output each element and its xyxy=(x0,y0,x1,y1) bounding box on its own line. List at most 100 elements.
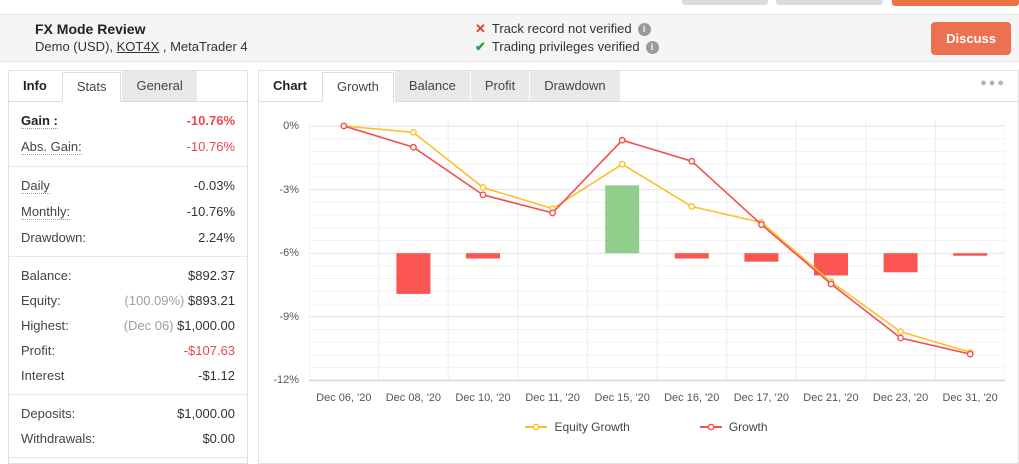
stat-label[interactable]: Gain : xyxy=(21,113,58,129)
divider xyxy=(9,457,247,458)
growth-point xyxy=(757,221,765,228)
y-tick-label: -9% xyxy=(279,310,299,323)
x-tick-label: Dec 15, '20 xyxy=(594,392,650,404)
profit-bar xyxy=(953,253,988,256)
stat-label: Deposits: xyxy=(21,406,76,421)
x-tick-label: Dec 17, '20 xyxy=(733,392,790,404)
legend-label: Equity Growth xyxy=(554,420,630,434)
growth-chart[interactable]: 0% -3% -6% -9% -12% xyxy=(273,118,1008,389)
stat-row: Abs. Gain: -10.76% xyxy=(9,134,247,160)
stat-value: -$107.63 xyxy=(183,343,235,358)
x-tick-label: Dec 11, '20 xyxy=(525,392,580,404)
y-tick-label: -3% xyxy=(279,183,299,196)
stat-label[interactable]: Daily xyxy=(21,178,50,194)
track-record-row: ✕ Track record not verified i xyxy=(475,20,931,38)
sidebar-tabs: Info Stats General xyxy=(9,71,247,102)
stat-value: -10.76% xyxy=(186,139,235,154)
stat-value: (100.09%) $893.21 xyxy=(124,293,235,308)
stat-row: Daily -0.03% xyxy=(9,173,247,199)
stat-row: Highest: (Dec 06) $1,000.00 xyxy=(9,313,247,338)
info-icon[interactable]: i xyxy=(637,22,651,36)
stat-value: -10.76% xyxy=(186,204,235,219)
stat-row: Profit: -$107.63 xyxy=(9,338,247,363)
stat-row: Equity: (100.09%) $893.21 xyxy=(9,288,247,313)
sidebar-tab-general[interactable]: General xyxy=(122,71,197,101)
stat-row: Balance: $892.37 xyxy=(9,263,247,288)
profit-bar xyxy=(674,253,709,259)
chart-tab-drawdown[interactable]: Drawdown xyxy=(530,71,620,101)
equity-growth-point xyxy=(688,203,696,210)
sidebar-tab-stats[interactable]: Stats xyxy=(61,72,122,102)
growth-point xyxy=(410,143,417,151)
equity-growth-point xyxy=(479,184,487,191)
profit-bar xyxy=(814,253,848,276)
y-tick-label: -6% xyxy=(279,247,299,260)
stat-value: 2.24% xyxy=(198,230,235,245)
stat-value: -$1.12 xyxy=(198,368,235,383)
chart-panel: Chart Growth Balance Profit Drawdown ●●● 0% -3… xyxy=(258,70,1019,464)
equity-growth-point xyxy=(618,160,626,168)
profit-bar xyxy=(883,253,918,273)
stat-row: Withdrawals: $0.00 xyxy=(9,426,247,451)
stat-label: Profit: xyxy=(21,343,55,358)
stat-value: $892.37 xyxy=(188,268,235,283)
chart-plot[interactable] xyxy=(308,118,1006,384)
y-tick-label: 0% xyxy=(283,120,299,132)
equity-growth-point xyxy=(410,128,417,136)
track-record-text: Track record not verified xyxy=(491,21,632,36)
privileges-text: Trading privileges verified xyxy=(491,39,640,54)
account-header: FX Mode Review Demo (USD), KOT4X , MetaT… xyxy=(0,14,1019,62)
stat-value: $1,000.00 xyxy=(177,406,235,421)
chart-tab-chart[interactable]: Chart xyxy=(259,71,321,101)
growth-point xyxy=(897,334,904,342)
stat-value: $0.00 xyxy=(202,431,235,446)
x-tick-label: Dec 06, '20 xyxy=(316,392,372,404)
top-cut-button-2[interactable] xyxy=(776,0,883,5)
y-axis-labels: 0% -3% -6% -9% -12% xyxy=(265,118,303,387)
chart-tab-balance[interactable]: Balance xyxy=(394,71,470,101)
stat-label: Balance: xyxy=(21,268,72,283)
chart-tab-growth[interactable]: Growth xyxy=(321,72,394,102)
growth-point xyxy=(618,136,626,144)
stat-value: (Dec 06) $1,000.00 xyxy=(123,318,235,333)
stat-label: Highest: xyxy=(21,318,69,333)
top-cut-button-orange[interactable] xyxy=(892,0,1019,6)
stat-label: Drawdown: xyxy=(21,230,87,245)
info-icon[interactable]: i xyxy=(645,40,659,54)
broker-link[interactable]: KOT4X xyxy=(116,39,160,54)
chart-tab-profit[interactable]: Profit xyxy=(470,71,530,101)
growth-point xyxy=(549,209,557,217)
chart-legend: Equity Growth Growth xyxy=(285,420,1008,434)
top-cut-button-1[interactable] xyxy=(682,0,768,5)
discuss-button[interactable]: Discuss xyxy=(931,21,1011,55)
chart-area: 0% -3% -6% -9% -12% Dec 06, '20 Dec 08, '20 De… xyxy=(259,102,1018,434)
account-subtitle: Demo (USD), KOT4X , MetaTrader 4 xyxy=(35,38,475,55)
chart-menu-ellipsis-icon[interactable]: ●●● xyxy=(980,77,1006,89)
stat-label[interactable]: Abs. Gain: xyxy=(21,139,82,155)
stat-value: -0.03% xyxy=(193,178,235,193)
growth-point xyxy=(688,157,696,165)
privileges-row: ✔ Trading privileges verified i xyxy=(475,38,931,56)
stat-row: Deposits: $1,000.00 xyxy=(9,401,247,426)
y-tick-label: -12% xyxy=(273,374,299,387)
stat-label[interactable]: Monthly: xyxy=(21,204,71,220)
growth-point xyxy=(340,122,348,130)
stat-label: Equity: xyxy=(21,293,61,308)
growth-line xyxy=(343,125,971,355)
platform: , MetaTrader 4 xyxy=(159,39,248,54)
divider xyxy=(9,256,247,257)
stat-row: Drawdown: 2.24% xyxy=(9,225,247,250)
legend-marker-icon xyxy=(525,423,548,431)
x-tick-label: Dec 08, '20 xyxy=(385,392,442,404)
legend-item-equity-growth[interactable]: Equity Growth xyxy=(525,420,630,434)
legend-item-growth[interactable]: Growth xyxy=(699,420,768,434)
growth-point xyxy=(479,191,487,199)
x-tick-label: Dec 10, '20 xyxy=(455,392,511,404)
x-tick-label: Dec 21, '20 xyxy=(803,392,859,404)
sidebar-tab-info[interactable]: Info xyxy=(9,71,61,101)
stats-sidebar: Info Stats General Gain : -10.76% Abs. Gain:… xyxy=(8,70,248,464)
profit-bar xyxy=(605,185,640,254)
check-icon: ✔ xyxy=(475,39,486,54)
stat-row: Interest -$1.12 xyxy=(9,363,247,388)
stat-value-prefix: (Dec 06) xyxy=(123,318,178,333)
